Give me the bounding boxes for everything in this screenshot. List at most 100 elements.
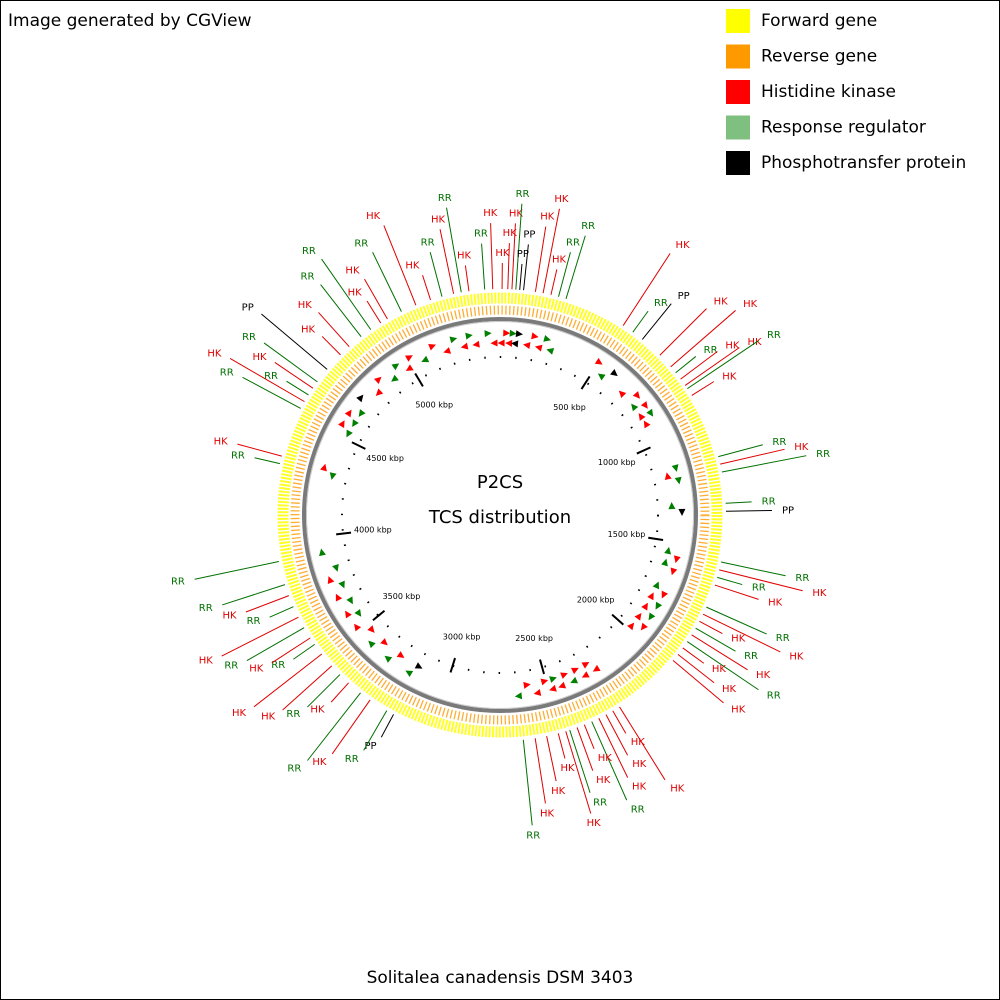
feature-label: HK [598,753,613,764]
feature-connector [569,729,591,793]
tick-mark [351,441,366,450]
feature-connector [271,637,311,664]
feature-label: PP [678,291,690,302]
legend-swatch [726,115,750,140]
feature-marker [618,390,627,399]
feature-connector [719,569,803,592]
feature-marker [505,339,513,347]
feature-label: HK [540,212,555,223]
feature-label: RR [220,368,234,379]
feature-marker [560,672,568,679]
feature-marker [460,342,469,350]
feature-label: HK [457,250,472,261]
feature-connector [557,733,566,759]
feature-marker [511,340,519,348]
feature-marker [592,664,601,672]
feature-connector [242,376,301,409]
feature-label: HK [631,737,646,748]
feature-connector [429,251,443,297]
feature-marker [581,662,590,669]
feature-label: HK [222,611,237,622]
feature-label: HK [670,783,685,794]
feature-label: RR [654,298,668,309]
feature-marker [533,689,542,696]
caption: Solitalea canadensis DSM 3403 [367,968,634,988]
minor-tick-ring [341,356,659,674]
feature-label: RR [526,830,540,841]
feature-connector [366,300,382,324]
backbone [302,317,698,713]
feature-connector [702,613,781,653]
tick-label: 2000 kbp [577,596,615,605]
feature-connector [598,718,629,778]
feature-marker [673,555,681,564]
feature-label: RR [421,237,435,248]
feature-marker [503,329,511,337]
feature-label: RR [795,573,809,584]
feature-label: RR [199,603,213,614]
feature-connector [641,303,672,340]
feature-marker [354,608,362,617]
feature-marker [335,593,343,602]
feature-marker [640,622,648,631]
feature-marker [414,662,423,669]
feature-label: HK [207,348,222,359]
feature-label: HK [794,442,809,453]
feature-label: HK [731,704,746,715]
feature-label: HK [483,208,498,219]
feature-marker [356,394,364,403]
feature-label: HK [495,248,510,259]
feature-connector [691,381,715,396]
feature-connector [576,727,594,771]
feature-label: RR [302,246,316,257]
feature-connector [550,269,558,295]
feature-label: HK [503,228,518,239]
feature-label: HK [301,324,316,335]
credit: Image generated by CGView [8,11,252,31]
feature-label: HK [551,786,566,797]
feature-label: HK [725,340,740,351]
feature-marker [597,373,606,381]
feature-label: HK [366,211,381,222]
feature-connector [321,336,341,356]
feature-marker [345,610,352,619]
feature-label: HK [554,194,569,205]
feature-marker [484,330,492,338]
feature-connector [522,739,533,826]
feature-marker [327,576,335,584]
feature-label: RR [776,633,790,644]
feature-marker [515,330,523,338]
feature-label: HK [552,255,567,266]
feature-connector [293,643,315,660]
feature-label: HK [509,208,524,219]
feature-connector [330,682,349,703]
feature-marker [670,567,678,576]
feature-label: HK [345,265,360,276]
tick-label: 2500 kbp [515,634,553,643]
feature-marker [531,332,539,340]
feature-label: RR [704,345,718,356]
feature-connector [263,342,318,383]
feature-marker [358,409,366,417]
feature-connector [464,265,470,292]
feature-marker [443,347,452,354]
feature-marker [509,329,517,337]
feature-label: HK [632,782,647,793]
feature-marker [380,638,388,646]
feature-label: RR [767,690,781,701]
feature-connector [725,509,772,512]
feature-label: HK [249,663,264,674]
feature-label: HK [310,705,325,716]
feature-label: HK [747,337,762,348]
feature-connector [706,606,767,635]
feature-label: HK [714,297,729,308]
feature-connector [619,706,666,781]
feature-label: HK [789,651,804,662]
feature-connector [364,278,388,320]
feature-marker [674,476,682,485]
feature-connector [422,275,432,301]
feature-connector [253,653,323,708]
feature-label: HK [232,708,247,719]
feature-marker [384,655,393,663]
